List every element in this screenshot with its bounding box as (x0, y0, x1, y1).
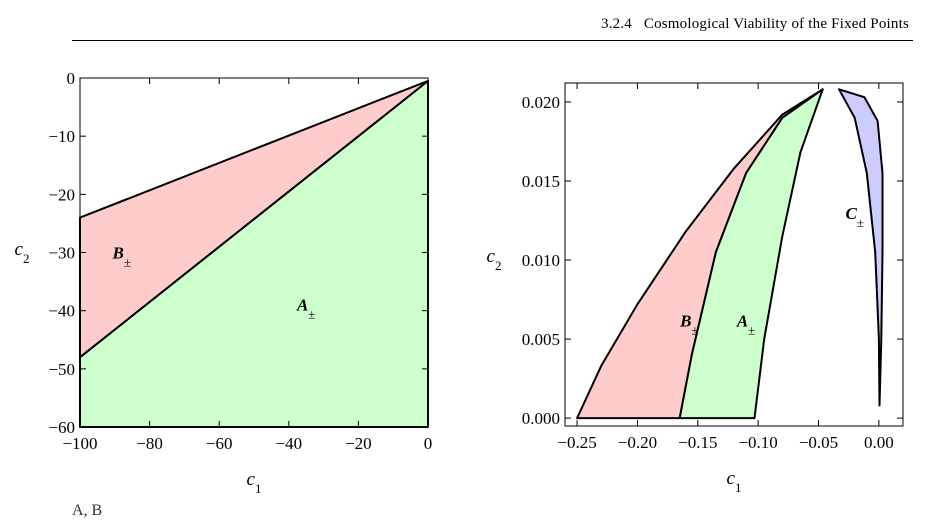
right-panel: −0.25 −0.20 −0.15 −0.10 −0.05 0.00 0.000 0.005 0… (487, 82, 904, 495)
y-tick-label: 0 (67, 69, 76, 88)
region-label: A± (296, 296, 315, 322)
y-tick-label: 0.005 (522, 330, 560, 349)
y-tick-label: −60 (48, 418, 75, 437)
region-label: B± (112, 243, 131, 269)
y-tick-label: −20 (48, 185, 75, 204)
x-tick-label: 0.00 (864, 433, 894, 452)
region-1-1 (678, 88, 824, 420)
y-tick-label: 0.010 (522, 251, 560, 270)
x-tick-label: −0.25 (557, 433, 596, 452)
x-tick-label: −0.10 (738, 433, 777, 452)
x-tick-label: −0.15 (678, 433, 717, 452)
y-tick-label: −10 (48, 127, 75, 146)
x-axis-label: c1 (247, 469, 262, 496)
x-tick-label: −0.20 (618, 433, 657, 452)
y-tick-label: 0.015 (522, 172, 560, 191)
y-tick-label: 0.000 (522, 409, 560, 428)
section-title: Cosmological Viability of the Fixed Poin… (643, 16, 909, 32)
region-label: A± (736, 311, 755, 337)
y-tick-label: −30 (48, 244, 75, 263)
x-tick-label: −100 (62, 434, 97, 453)
x-axis-label: c1 (727, 468, 742, 495)
left-panel: −100 −80 −60 −40 −20 0 0 −10 −20 −30 −40 −50 −60 c1 c2… (15, 69, 433, 496)
x-tick-label: −20 (345, 434, 372, 453)
region-1-2 (838, 88, 884, 407)
plot-frame (564, 82, 904, 427)
running-header: 3.2.4 Cosmological Viability of the Fixe… (601, 16, 909, 33)
x-tick-label: −0.05 (799, 433, 838, 452)
x-tick-label: −40 (276, 434, 303, 453)
caption-fragment: A, B (72, 502, 103, 519)
figure: −100 −80 −60 −40 −20 0 0 −10 −20 −30 −40 −50 −60 c1 c2… (15, 69, 904, 496)
section-number: 3.2.4 (601, 16, 632, 32)
header-rule (72, 40, 913, 41)
y-tick-label: −50 (48, 360, 75, 379)
y-tick-label: 0.020 (522, 93, 560, 112)
x-tick-label: −60 (206, 434, 233, 453)
y-axis-label: c2 (15, 239, 30, 266)
region-label: C± (845, 204, 863, 230)
x-tick-label: −80 (136, 434, 163, 453)
x-tick-label: 0 (424, 434, 433, 453)
y-axis-label: c2 (487, 246, 502, 273)
y-tick-label: −40 (48, 302, 75, 321)
region-label: B± (679, 311, 698, 337)
